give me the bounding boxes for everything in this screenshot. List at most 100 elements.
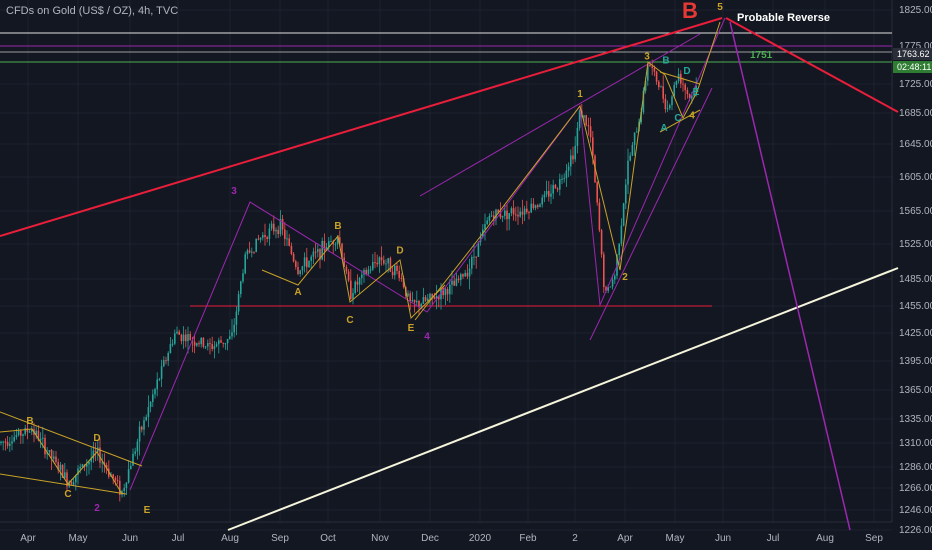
candle-body [655,71,658,82]
candle-body [15,435,18,438]
candle-body [218,340,220,345]
candle-body [328,241,330,248]
candle-body [114,477,117,481]
y-tick-label: 1645.00 [899,139,932,150]
x-tick-label: Jul [172,533,185,544]
purple-wave-channel [129,17,726,491]
candle-body [262,234,264,238]
x-tick-labels[interactable]: Apr May Jun Jul Aug Sep Oct Nov Dec 2020 Feb 2 Apr Ma… [20,533,883,544]
chart-title: CFDs on Gold (US$ / OZ), 4h, TVC [6,5,178,17]
candle-body [631,144,634,156]
candle-body [567,166,570,171]
candle-body [686,90,689,95]
candle-body [490,215,493,217]
candle-body [620,225,623,244]
candle-body [292,253,295,262]
x-tick-label: Aug [221,533,239,544]
candle-body [152,394,154,402]
candle-body [530,203,532,213]
x-tick-label: Jun [122,533,138,544]
candle-body [394,265,396,276]
candle-body [70,481,73,485]
purple-upper-channel [419,33,701,197]
candle-body [264,234,266,238]
candle-body [354,281,356,294]
candle-body [369,269,372,271]
candle-body [75,474,77,483]
candle-body [11,441,13,444]
candle-body [416,300,418,303]
candle-body [28,431,31,433]
candle-body [356,281,359,285]
candle-body [299,270,301,274]
candle-body [618,243,620,256]
wave-label: 2 [94,503,100,514]
candle-body [48,450,51,453]
candle-body [682,83,684,85]
x-tick-label: Aug [816,533,834,544]
candle-body [138,426,141,442]
candle-body [178,331,180,335]
candle-body [88,461,90,465]
purple-lower-channel [589,87,713,341]
candle-body [226,338,229,344]
candle-body [154,389,156,395]
grid-lines [0,0,892,531]
candle-body [231,332,233,337]
candle-body [169,344,172,353]
candle-body [358,278,361,285]
candle-body [99,447,101,463]
y-tick-label: 1775.00 [899,41,932,52]
candle-body [574,145,576,160]
candle-body [319,249,321,260]
candle-body [266,237,268,240]
candle-body [453,280,455,286]
candle-body [570,155,572,167]
candle-body [598,202,601,231]
candle-body [400,277,403,279]
candle-body [464,272,466,277]
candle-body [240,281,242,295]
candle-body [160,366,163,379]
candle-body [281,218,284,230]
candle-body [196,343,198,346]
candle-body [321,240,323,260]
candle-body [220,340,222,343]
candle-body [343,257,345,267]
candle-body [519,211,521,217]
candle-body [693,94,695,96]
candle-body [413,300,416,303]
candle-body [31,429,33,432]
candle-body [550,193,552,197]
candle-body [559,179,561,190]
gold-triangle-right-upper [659,71,701,85]
wave-label: A [294,287,301,298]
candle-body [339,237,341,244]
candle-body [640,112,642,123]
candle-body [55,456,57,463]
candle-body [609,286,612,288]
candle-body [345,266,348,272]
gold-triangle-right-lower [659,109,701,133]
candle-body [565,170,568,179]
candle-body [209,343,211,345]
candle-body [279,218,282,235]
wave-label: E [408,323,415,334]
candle-body [504,210,506,216]
wave-label: D [93,433,100,444]
candle-body [350,280,352,299]
candle-body [57,462,59,470]
candle-body [376,262,378,265]
candle-body [673,84,675,97]
candle-body [257,238,260,240]
candle-body [306,257,308,268]
candle-body [312,251,315,257]
candle-body [649,64,651,67]
candle-body [174,333,176,344]
price-axis[interactable] [892,0,932,550]
candle-body [424,297,427,301]
x-tick-label: 2020 [469,533,492,544]
purple-projection-down [729,21,851,531]
candle-body [433,296,436,299]
